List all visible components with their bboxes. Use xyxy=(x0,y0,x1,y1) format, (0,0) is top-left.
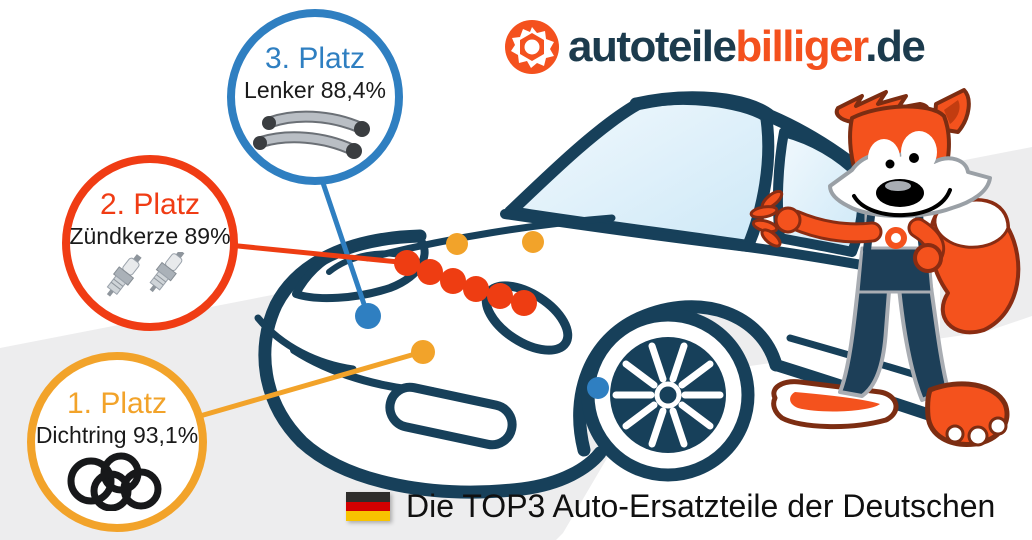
badge-third-place: 3. Platz Lenker 88,4% xyxy=(227,9,403,185)
badge-rank-label: 1. Platz xyxy=(66,387,168,420)
fox-mascot xyxy=(749,88,1021,447)
fox-head xyxy=(828,88,992,219)
fox-right-shoe-toes xyxy=(945,416,1008,447)
fox-left-arm xyxy=(787,212,880,241)
roof-line xyxy=(629,91,879,187)
car-illustration xyxy=(254,91,951,499)
fender-swoosh xyxy=(292,232,429,303)
marker-dots-red xyxy=(394,250,537,316)
fox-smile xyxy=(852,188,952,218)
fox-right-shoe xyxy=(925,381,1010,447)
part-markers xyxy=(355,231,609,399)
hood-line xyxy=(364,214,616,262)
badge-rank-label: 3. Platz xyxy=(264,42,366,75)
spark-plugs-icon xyxy=(106,251,185,297)
callout-line-second xyxy=(225,242,412,266)
callout-line-first xyxy=(197,349,425,419)
fox-nose-highlight xyxy=(885,181,911,191)
footer: Die TOP3 Auto-Ersatzteile der Deutschen xyxy=(346,488,995,525)
belt-line xyxy=(500,209,905,277)
fox-right-ear-inner xyxy=(944,100,960,124)
fox-tail-tip xyxy=(933,198,1010,249)
logo-wordmark: autoteilebilliger.de xyxy=(568,18,926,76)
badge-first-place: 1. Platz Dichtring 93,1% xyxy=(27,352,207,532)
marker-dots-gold xyxy=(411,231,544,364)
fox-eyes xyxy=(868,131,937,177)
front-outline xyxy=(258,229,607,499)
wheel-spokes xyxy=(612,342,724,448)
logo-text-billiger: billiger xyxy=(735,22,866,71)
gear-icon xyxy=(505,20,559,74)
logo-text-autoteile: autoteile xyxy=(568,22,737,71)
wheel-hub xyxy=(654,381,682,409)
fox-left-shoe-top xyxy=(790,392,880,412)
callout-line-third xyxy=(319,177,371,319)
badge-rank-label: 2. Platz xyxy=(99,188,201,221)
fox-right-fist xyxy=(913,243,943,273)
badge-part-label: Dichtring 93,1% xyxy=(35,422,199,449)
front-wheel xyxy=(581,308,755,482)
o-rings-icon xyxy=(67,452,162,511)
marker-dots-blue xyxy=(355,303,609,399)
control-arms-icon xyxy=(253,110,370,159)
logo-text-de: .de xyxy=(865,22,926,71)
fox-chest-badge xyxy=(885,227,907,249)
footer-title: Die TOP3 Auto-Ersatzteile der Deutschen xyxy=(406,488,996,524)
badge-part-label: Zündkerze 89% xyxy=(69,223,231,250)
callout-lines xyxy=(197,177,425,419)
german-flag-icon xyxy=(346,492,390,522)
badge-part-label: Lenker 88,4% xyxy=(244,77,386,104)
fox-left-hand xyxy=(749,189,802,248)
logo: autoteilebilliger.de xyxy=(503,18,926,76)
badge-second-place: 2. Platz Zündkerze 89% xyxy=(62,155,238,331)
air-intake xyxy=(385,382,517,450)
